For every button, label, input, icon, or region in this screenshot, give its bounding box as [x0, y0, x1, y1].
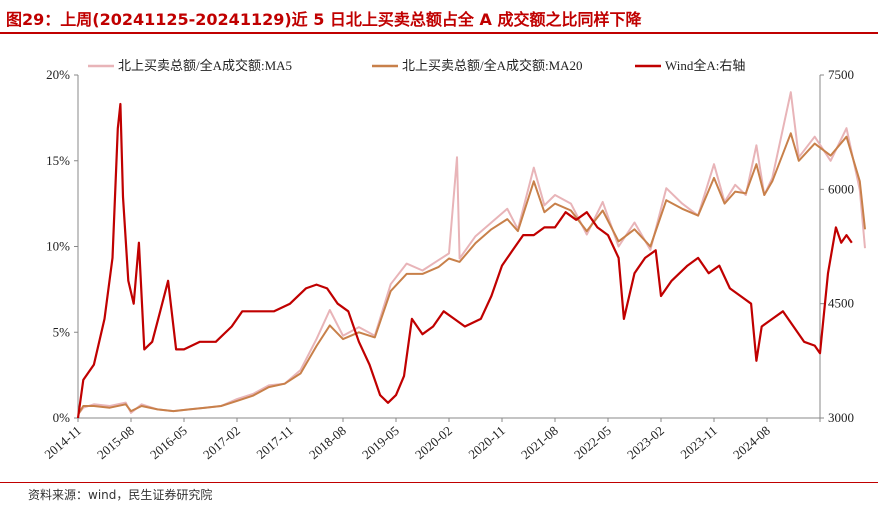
x-tick-label: 2020-11	[465, 423, 507, 462]
series-ma5-line	[77, 91, 866, 416]
x-tick-label: 2019-05	[359, 423, 402, 462]
legend-label-2: 北上买卖总额/全A成交额:MA20	[402, 58, 583, 73]
legend-label-1: 北上买卖总额/全A成交额:MA5	[118, 58, 292, 73]
x-tick-label: 2020-02	[412, 423, 455, 462]
x-tick-label: 2022-05	[571, 423, 614, 462]
source-note: 资料来源：wind，民生证券研究院	[28, 488, 213, 502]
right-tick-label: 7500	[828, 67, 854, 82]
x-tick-label: 2018-08	[306, 423, 349, 462]
series-ma20-line	[77, 132, 866, 416]
x-tick-label: 2021-08	[518, 423, 561, 462]
x-tick-label: 2015-08	[94, 423, 137, 462]
bottom-rule	[0, 482, 878, 483]
chart-title: 图29：上周(20241125-20241129)近 5 日北上买卖总额占全 A…	[6, 10, 642, 29]
x-tick-label: 2023-11	[677, 423, 719, 462]
series-winda-line	[76, 102, 853, 419]
left-tick-label: 0%	[53, 410, 71, 425]
x-tick-label: 2023-02	[624, 423, 667, 462]
left-tick-label: 15%	[46, 153, 70, 168]
right-tick-label: 6000	[828, 181, 854, 196]
right-tick-label: 4500	[828, 296, 854, 311]
title-bar: 图29：上周(20241125-20241129)近 5 日北上买卖总额占全 A…	[0, 0, 878, 34]
x-tick-label: 2017-02	[200, 423, 243, 462]
left-tick-label: 10%	[46, 239, 70, 254]
x-tick-label: 2014-11	[41, 423, 83, 462]
left-tick-label: 5%	[53, 324, 71, 339]
x-tick-label: 2024-08	[730, 423, 773, 462]
left-tick-label: 20%	[46, 67, 70, 82]
legend-label-3: Wind全A:右轴	[665, 58, 745, 73]
x-tick-label: 2016-05	[147, 423, 190, 462]
x-tick-label: 2017-11	[253, 423, 295, 462]
right-tick-label: 3000	[828, 410, 854, 425]
